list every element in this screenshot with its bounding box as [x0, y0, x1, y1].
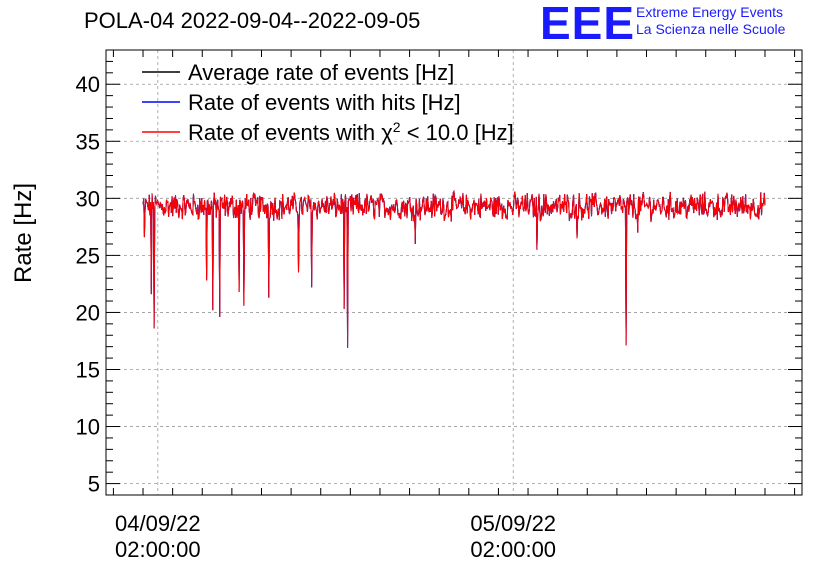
- legend-label: Average rate of events [Hz]: [188, 60, 454, 85]
- series-line-3: [142, 189, 766, 348]
- logo-line-2: La Scienza nelle Scuole: [636, 21, 786, 37]
- chart-title: POLA-04 2022-09-04--2022-09-05: [84, 8, 421, 33]
- series-line-1: [142, 189, 766, 348]
- plot-frame: [105, 49, 803, 496]
- y-tick-label: 25: [76, 243, 100, 268]
- logo-line-1: Extreme Energy Events: [636, 4, 784, 20]
- y-tick-label: 15: [76, 357, 100, 382]
- eee-logo-caption: Extreme Energy Events La Scienza nelle S…: [636, 4, 785, 38]
- y-axis-label: Rate [Hz]: [10, 182, 37, 283]
- y-tick-label: 30: [76, 186, 100, 211]
- x-tick-label-date: 05/09/22: [470, 511, 556, 536]
- y-tick-label: 10: [76, 415, 100, 440]
- x-tick-label-date: 04/09/22: [115, 511, 201, 536]
- series-line-2: [142, 189, 766, 348]
- y-tick-label: 35: [76, 129, 100, 154]
- eee-logo: EEE: [540, 0, 636, 49]
- legend-label: Rate of events with χ2 < 10.0 [Hz]: [188, 119, 514, 145]
- y-tick-label: 40: [76, 72, 100, 97]
- x-tick-label-time: 02:00:00: [115, 537, 201, 562]
- legend-label: Rate of events with hits [Hz]: [188, 90, 461, 115]
- x-tick-label-time: 02:00:00: [470, 537, 556, 562]
- y-tick-label: 5: [88, 472, 100, 497]
- y-tick-label: 20: [76, 300, 100, 325]
